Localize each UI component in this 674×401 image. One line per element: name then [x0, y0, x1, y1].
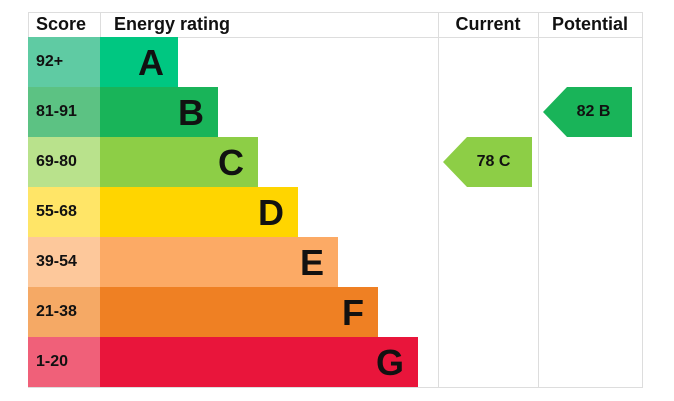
- header-score: Score: [36, 14, 87, 34]
- score-range-f: 21-38: [28, 287, 100, 337]
- col-divider: [100, 12, 101, 37]
- score-range-b: 81-91: [28, 87, 100, 137]
- header-potential: Potential: [551, 14, 628, 34]
- score-range-e: 39-54: [28, 237, 100, 287]
- rating-bar-a: A: [100, 37, 178, 87]
- rating-bar-g: G: [100, 337, 418, 387]
- rating-bar-b: B: [100, 87, 218, 137]
- col-divider: [438, 12, 439, 388]
- rating-bar-e: E: [100, 237, 338, 287]
- potential-rating-arrow: 82 B: [543, 87, 632, 137]
- header-current: Current: [455, 14, 521, 34]
- col-divider: [642, 12, 643, 388]
- score-range-d: 55-68: [28, 187, 100, 237]
- score-range-a: 92+: [28, 37, 100, 87]
- score-range-g: 1-20: [28, 337, 100, 387]
- col-divider: [538, 12, 539, 388]
- bottom-border: [28, 387, 642, 388]
- header-energy-rating: Energy rating: [114, 14, 231, 34]
- score-range-c: 69-80: [28, 137, 100, 187]
- header-divider: [28, 37, 642, 38]
- top-border: [28, 12, 642, 13]
- rating-bar-c: C: [100, 137, 258, 187]
- rating-bar-f: F: [100, 287, 378, 337]
- rating-bar-d: D: [100, 187, 298, 237]
- current-rating-arrow: 78 C: [443, 137, 532, 187]
